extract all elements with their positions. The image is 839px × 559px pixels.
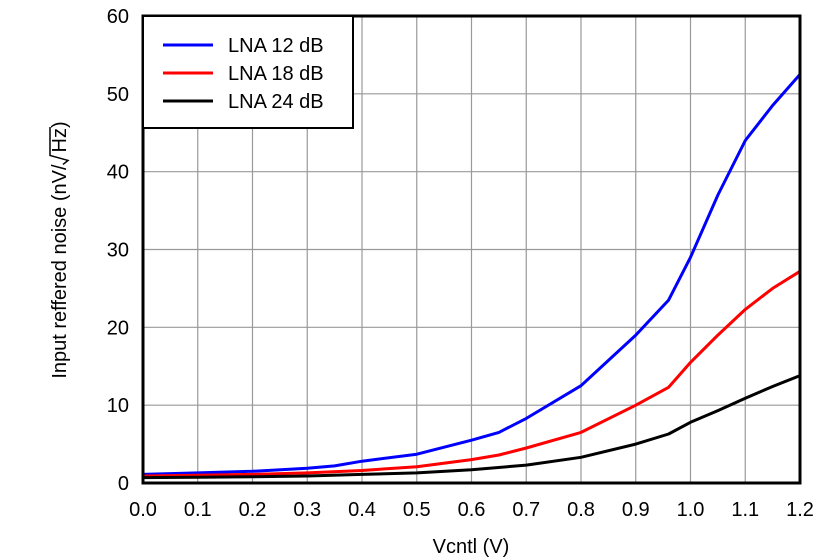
y-tick-label: 20 <box>107 317 129 339</box>
series-line-3 <box>142 374 801 480</box>
x-tick-label: 0.1 <box>184 499 212 521</box>
legend-label: LNA 24 dB <box>228 91 324 113</box>
x-tick-labels: 0.0 0.1 0.2 0.3 0.4 0.5 0.6 0.7 0.8 0.9 1.0 1.1 1.2 <box>129 499 814 521</box>
x-tick-label: 0.4 <box>348 499 376 521</box>
y-axis-label-prefix: Input reffered noise (nV/ <box>49 164 71 379</box>
x-tick-label: 1.1 <box>731 499 759 521</box>
y-tick-label: 40 <box>107 162 129 184</box>
y-axis-label: Input reffered noise (nV/Hz) <box>49 121 71 378</box>
x-tick-label: 0.2 <box>239 499 267 521</box>
x-tick-label: 0.0 <box>129 499 157 521</box>
y-tick-labels: 0 10 20 30 40 50 60 <box>107 6 129 495</box>
y-axis-label-suffix: ) <box>49 121 71 128</box>
series-line-1 <box>142 73 802 476</box>
y-tick-label: 60 <box>107 6 129 28</box>
legend: LNA 12 dB LNA 18 dB LNA 24 dB <box>142 15 354 129</box>
y-tick-label: 30 <box>107 240 129 262</box>
series-lines <box>142 73 802 480</box>
svg-text:Input reffered noise (nV/Hz): Input reffered noise (nV/Hz) <box>49 121 71 378</box>
legend-label: LNA 18 dB <box>228 63 324 85</box>
x-tick-label: 1.2 <box>786 499 814 521</box>
y-tick-label: 50 <box>107 84 129 106</box>
x-tick-label: 0.9 <box>622 499 650 521</box>
x-tick-label: 0.8 <box>567 499 595 521</box>
sqrt-symbol <box>49 127 70 166</box>
plot-frame <box>141 14 802 485</box>
x-tick-label: 0.3 <box>293 499 321 521</box>
x-tick-label: 1.0 <box>677 499 705 521</box>
x-tick-label: 0.6 <box>458 499 486 521</box>
legend-label: LNA 12 dB <box>228 35 324 57</box>
x-axis-label: Vcntl (V) <box>433 536 510 558</box>
y-axis-label-radicand: Hz <box>49 128 71 152</box>
y-tick-label: 0 <box>118 473 129 495</box>
series-line-2 <box>142 270 801 478</box>
x-tick-label: 0.5 <box>403 499 431 521</box>
x-tick-label: 0.7 <box>512 499 540 521</box>
y-tick-label: 10 <box>107 395 129 417</box>
